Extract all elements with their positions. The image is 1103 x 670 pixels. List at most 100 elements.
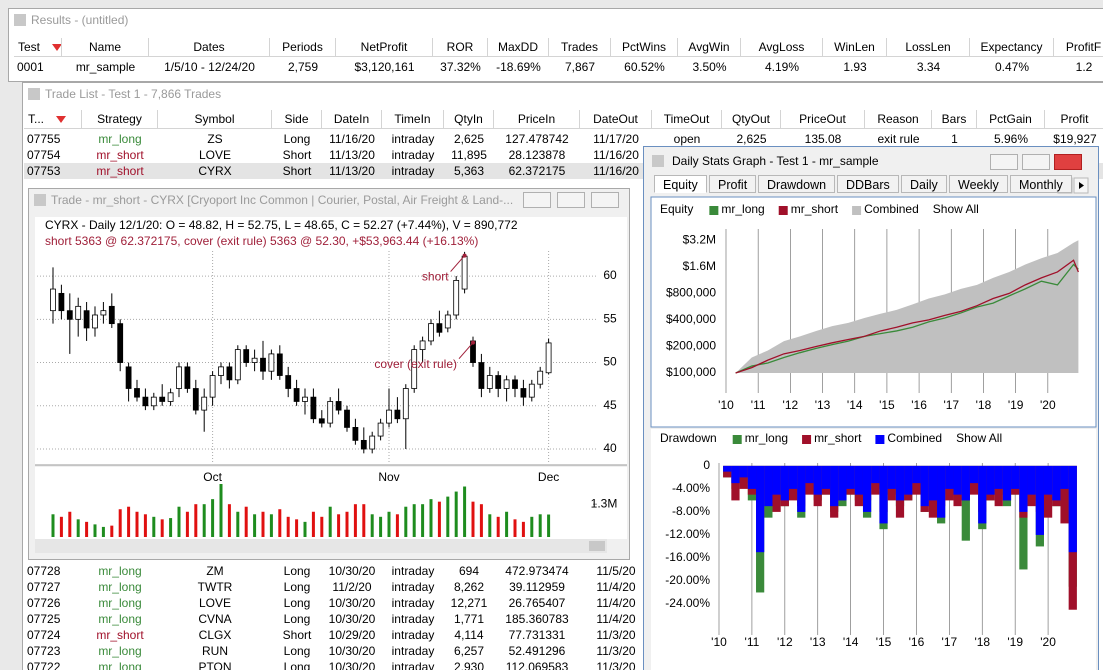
drawdown-bar — [723, 465, 732, 472]
x-tick-label: '14 — [843, 635, 859, 649]
column-header[interactable]: DateOut — [580, 110, 652, 129]
volume-bar — [496, 516, 500, 537]
candle-body — [83, 310, 90, 329]
column-header[interactable]: NetProfit — [336, 38, 433, 57]
y-tick-label: $100,000 — [666, 365, 716, 379]
maximize-button[interactable] — [557, 192, 585, 208]
minimize-button[interactable] — [990, 154, 1018, 170]
column-header[interactable]: Periods — [270, 38, 336, 57]
tab[interactable]: Daily — [901, 175, 947, 193]
table-cell: 11/13/20 — [329, 164, 375, 178]
column-header[interactable]: AvgWin — [678, 38, 741, 57]
column-header[interactable]: MaxDD — [488, 38, 549, 57]
drawdown-bar — [986, 465, 995, 495]
tab[interactable]: Drawdown — [758, 175, 836, 193]
minimize-button[interactable] — [523, 192, 551, 208]
x-tick-label: '13 — [815, 398, 831, 412]
candle-body — [352, 427, 359, 441]
legend-label[interactable]: Combined — [864, 202, 919, 216]
legend-label[interactable]: mr_long — [745, 431, 788, 445]
close-button[interactable] — [591, 192, 619, 208]
table-cell: Long — [283, 612, 311, 626]
volume-bar — [362, 504, 366, 537]
tab[interactable]: Monthly — [1010, 175, 1072, 193]
volume-bar — [538, 514, 542, 537]
show-all[interactable]: Show All — [956, 431, 1002, 445]
volume-bar — [421, 504, 425, 537]
drawdown-bar — [764, 465, 773, 507]
legend-label[interactable]: mr_short — [814, 431, 862, 445]
column-header[interactable]: Profit — [1045, 110, 1103, 129]
scroll-thumb[interactable] — [589, 541, 605, 551]
column-header[interactable]: AvgLoss — [741, 38, 823, 57]
column-header[interactable]: Expectancy — [970, 38, 1054, 57]
volume-bar — [437, 501, 441, 537]
legend-label[interactable]: mr_long — [721, 202, 764, 216]
legend-label[interactable]: Combined — [887, 431, 942, 445]
y-tick-label: 50 — [603, 355, 617, 369]
column-header[interactable]: QtyIn — [444, 110, 494, 129]
volume-bar — [353, 504, 357, 537]
x-tick-label: '12 — [777, 635, 793, 649]
column-header[interactable]: Side — [272, 110, 322, 129]
table-cell: 5,363 — [453, 164, 485, 178]
candle-body — [142, 396, 149, 407]
volume-bar — [337, 514, 341, 537]
table-cell: 11/5/20 — [596, 564, 636, 578]
table-cell: 10/30/20 — [328, 612, 376, 626]
column-header[interactable]: Dates — [149, 38, 270, 57]
column-header[interactable]: Reason — [865, 110, 932, 129]
column-header[interactable]: LossLen — [887, 38, 970, 57]
column-header[interactable]: TimeIn — [382, 110, 444, 129]
column-header[interactable]: DateIn — [322, 110, 382, 129]
table-cell: Short — [282, 148, 312, 162]
column-header[interactable]: WinLen — [823, 38, 887, 57]
y-tick-label: -24.00% — [665, 596, 710, 610]
y-tick-label: 40 — [603, 441, 617, 455]
table-cell: 2,625 — [453, 132, 485, 146]
candle-body — [520, 388, 527, 398]
volume-bar — [93, 524, 97, 537]
column-header[interactable]: TimeOut — [652, 110, 722, 129]
column-header[interactable]: Trades — [549, 38, 611, 57]
candle-body — [537, 370, 544, 385]
tab[interactable]: Profit — [709, 175, 757, 193]
title-bar: Trade List - Test 1 - 7,866 Trades — [23, 83, 1103, 105]
x-tick-label: Nov — [378, 470, 399, 484]
show-all[interactable]: Show All — [933, 202, 979, 216]
column-header[interactable]: Bars — [932, 110, 977, 129]
column-header[interactable]: PctGain — [977, 110, 1045, 129]
scrollbar[interactable] — [35, 539, 607, 553]
table-cell: 07726 — [27, 596, 61, 610]
column-header[interactable]: PriceIn — [494, 110, 580, 129]
table-cell: 11/13/20 — [329, 148, 375, 162]
volume-bar — [177, 506, 181, 537]
x-tick-label: '15 — [876, 635, 892, 649]
column-header[interactable]: Name — [62, 38, 149, 57]
tab[interactable]: DDBars — [837, 175, 899, 193]
volume-bar — [236, 511, 240, 537]
candle-body — [108, 305, 115, 325]
drawdown-bar — [912, 465, 921, 484]
column-header[interactable]: PctWins — [611, 38, 678, 57]
title-bar: Results - (untitled) — [9, 9, 1103, 31]
column-header[interactable]: T... — [24, 110, 82, 129]
column-header[interactable]: PriceOut — [781, 110, 865, 129]
table-cell: 26.765407 — [508, 596, 566, 610]
tab[interactable]: Weekly — [949, 175, 1008, 193]
y-tick-label: $1.6M — [683, 259, 716, 273]
table-cell: 11/3/20 — [596, 660, 636, 670]
column-header[interactable]: ROR — [433, 38, 488, 57]
table-cell: CYRX — [198, 164, 232, 178]
maximize-button[interactable] — [1022, 154, 1050, 170]
column-header[interactable]: ProfitF — [1054, 38, 1103, 57]
column-header[interactable]: Test — [14, 38, 62, 57]
legend-label[interactable]: mr_short — [791, 202, 839, 216]
tab[interactable]: Equity — [654, 175, 707, 193]
close-button[interactable] — [1054, 154, 1082, 170]
column-header[interactable]: Symbol — [158, 110, 272, 129]
column-header[interactable]: QtyOut — [722, 110, 781, 129]
table-cell: 60.52% — [624, 60, 665, 74]
column-header[interactable]: Strategy — [82, 110, 158, 129]
